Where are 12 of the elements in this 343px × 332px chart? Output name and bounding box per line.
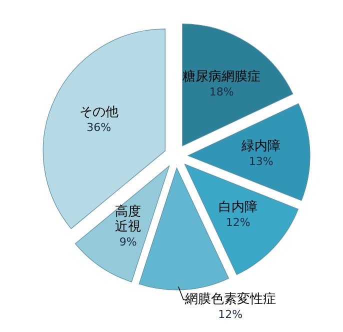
slice-label: 高度近視 [115,203,142,234]
data-label: 9% [119,235,137,248]
data-label: 13% [248,154,274,168]
slice-label: 白内障 [218,200,258,215]
slice-label: 緑内障 [240,138,281,154]
slice-label: その他 [79,105,118,120]
data-label: 36% [86,121,112,134]
data-label: 12% [218,308,243,322]
data-label: 18% [209,86,234,99]
data-label: 12% [226,216,250,229]
slice-label: 糖尿病網膜症 [182,70,261,85]
slice-label: 網膜色素変性症 [184,291,276,308]
